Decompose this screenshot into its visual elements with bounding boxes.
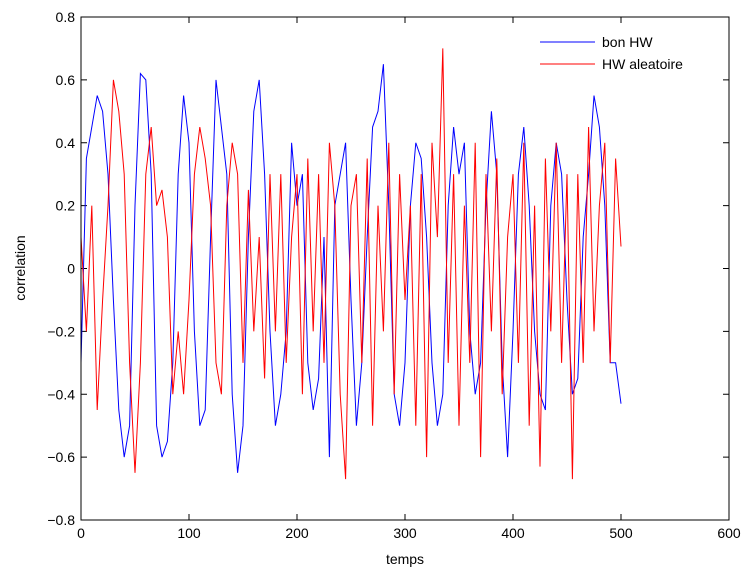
y-axis-label: correlation [12, 235, 28, 300]
x-tick-label: 600 [717, 525, 741, 541]
series-line [80, 48, 622, 480]
x-tick-label: 300 [393, 525, 417, 541]
y-tick-label: −0.2 [47, 323, 75, 339]
x-tick-label: 500 [609, 525, 633, 541]
y-tick-label: 0.6 [56, 72, 76, 88]
y-tick-label: 0.2 [56, 198, 76, 214]
y-tick-label: −0.4 [47, 386, 75, 402]
y-tick-label: 0.8 [56, 9, 76, 25]
x-tick-label: 100 [177, 525, 201, 541]
x-tick-label: 0 [77, 525, 85, 541]
legend-label: HW aleatoire [602, 56, 683, 72]
legend-label: bon HW [602, 34, 653, 50]
x-axis-label: temps [386, 551, 424, 567]
x-tick-label: 200 [285, 525, 309, 541]
series-line [80, 64, 622, 473]
y-tick-label: 0.4 [56, 135, 76, 151]
y-tick-label: 0 [67, 261, 75, 277]
x-tick-label: 400 [501, 525, 525, 541]
y-tick-label: −0.8 [47, 512, 75, 528]
y-tick-label: −0.6 [47, 449, 75, 465]
plot-frame [80, 16, 730, 521]
